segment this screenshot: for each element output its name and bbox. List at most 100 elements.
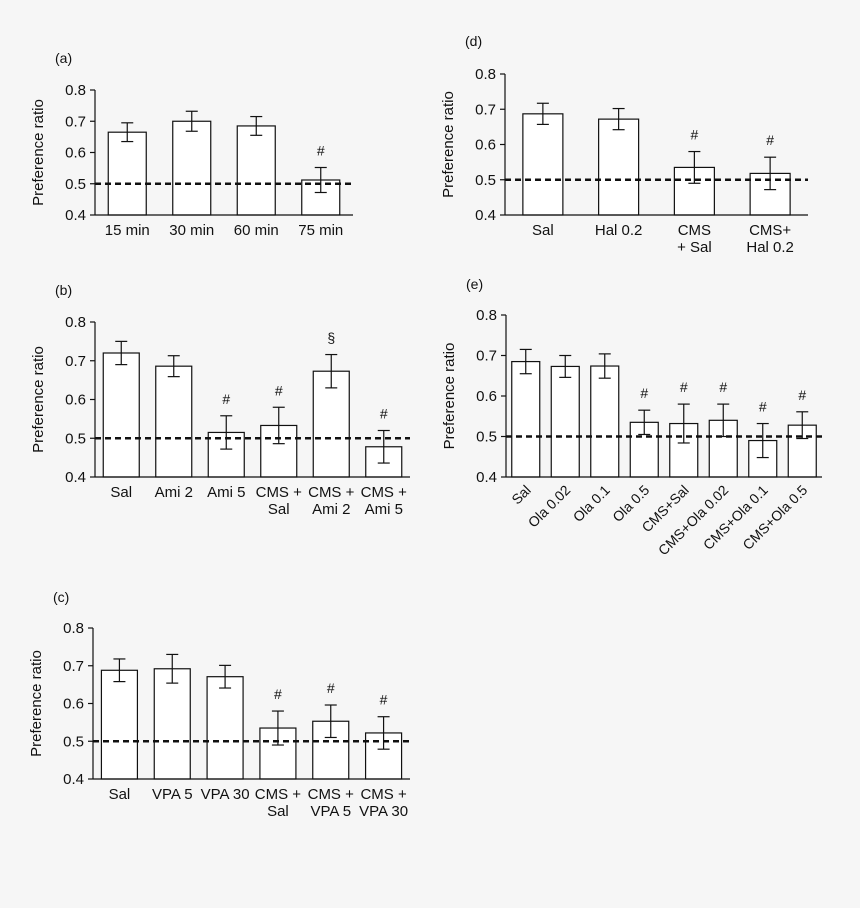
- significance-marker: #: [690, 127, 698, 143]
- significance-marker: #: [317, 143, 325, 159]
- significance-marker: #: [380, 406, 388, 422]
- y-tick-label: 0.4: [65, 207, 86, 224]
- x-tick-label: Sal: [267, 803, 289, 820]
- x-tick-label: Ola 0.1: [570, 482, 613, 525]
- x-tick-label: Ami 5: [207, 484, 245, 501]
- bar: [206, 676, 244, 780]
- y-axis-title: Preference ratio: [441, 343, 458, 450]
- y-tick-label: 0.7: [475, 101, 496, 118]
- significance-marker: §: [327, 330, 335, 346]
- x-tick-label: Sal: [508, 482, 534, 508]
- bar: [511, 360, 541, 478]
- bar: [550, 365, 580, 478]
- significance-marker: #: [275, 382, 283, 398]
- x-tick-label: Sal: [109, 786, 131, 803]
- significance-marker: #: [798, 387, 806, 403]
- y-tick-label: 0.8: [475, 66, 496, 83]
- bar: [153, 668, 191, 780]
- significance-marker: #: [766, 132, 774, 148]
- bar: [100, 669, 139, 780]
- significance-marker: #: [327, 680, 335, 696]
- panel-e: (e) Preference ratio 0.4 0.5 0.6 0.7 0.8 Sal Ola…: [441, 276, 822, 558]
- y-tick-label: 0.8: [65, 82, 86, 99]
- significance-marker: #: [640, 385, 648, 401]
- x-tick-label: Hal 0.2: [746, 239, 794, 256]
- y-axis-title: Preference ratio: [30, 346, 47, 453]
- panel-a: (a) Preference ratio 0.4 0.5 0.6 0.7 0.8 15 min…: [30, 50, 353, 239]
- x-tick-label: Ami 2: [312, 501, 350, 518]
- significance-marker: #: [274, 686, 282, 702]
- panel-label: (c): [53, 589, 69, 605]
- x-tick-label: 75 min: [298, 222, 343, 239]
- y-tick-label: 0.7: [65, 353, 86, 370]
- panel-c: (c) Preference ratio 0.4 0.5 0.6 0.7 0.8 Sal VPA…: [28, 589, 410, 820]
- x-tick-label: CMS +: [256, 484, 303, 501]
- y-tick-label: 0.6: [65, 392, 86, 409]
- significance-marker: #: [222, 391, 230, 407]
- y-tick-label: 0.5: [476, 429, 497, 446]
- panel-label: (a): [55, 50, 72, 66]
- x-tick-label: CMS+: [749, 222, 791, 239]
- x-tick-label: CMS +: [308, 786, 355, 803]
- bar: [172, 120, 212, 216]
- bar: [236, 125, 276, 216]
- y-tick-label: 0.7: [65, 113, 86, 130]
- y-axis-title: Preference ratio: [440, 91, 457, 198]
- significance-marker: #: [759, 399, 767, 415]
- x-tick-label: Hal 0.2: [595, 222, 643, 239]
- x-tick-label: 15 min: [105, 222, 150, 239]
- significance-marker: #: [719, 379, 727, 395]
- bar: [590, 365, 620, 478]
- x-tick-label: 30 min: [169, 222, 214, 239]
- bar: [155, 365, 193, 478]
- x-tick-label: 60 min: [234, 222, 279, 239]
- panel-label: (e): [466, 276, 483, 292]
- y-tick-label: 0.5: [65, 430, 86, 447]
- x-tick-label: Sal: [110, 484, 132, 501]
- y-tick-label: 0.6: [475, 137, 496, 154]
- x-tick-label: Ami 2: [155, 484, 193, 501]
- x-tick-label: Ami 5: [365, 501, 403, 518]
- y-tick-label: 0.5: [65, 176, 86, 193]
- x-tick-label: CMS +: [360, 786, 407, 803]
- x-tick-label: VPA 30: [201, 786, 250, 803]
- significance-marker: #: [380, 692, 388, 708]
- x-tick-label: CMS +: [361, 484, 408, 501]
- y-tick-label: 0.5: [63, 733, 84, 750]
- y-tick-label: 0.8: [476, 307, 497, 324]
- y-tick-label: 0.6: [63, 696, 84, 713]
- y-axis-title: Preference ratio: [30, 99, 47, 206]
- x-tick-label: CMS +: [255, 786, 302, 803]
- bar: [598, 118, 640, 216]
- y-tick-label: 0.5: [475, 172, 496, 189]
- y-tick-label: 0.6: [476, 388, 497, 405]
- x-tick-label: VPA 30: [359, 803, 408, 820]
- panel-label: (d): [465, 33, 482, 49]
- y-axis-title: Preference ratio: [28, 650, 45, 757]
- x-tick-label: + Sal: [677, 239, 712, 256]
- x-tick-label: Sal: [268, 501, 290, 518]
- x-tick-label: CMS: [678, 222, 711, 239]
- y-tick-label: 0.8: [65, 314, 86, 331]
- x-tick-label: CMS +: [308, 484, 355, 501]
- y-tick-label: 0.4: [476, 469, 497, 486]
- y-tick-label: 0.7: [476, 348, 497, 365]
- bar: [107, 131, 147, 216]
- x-tick-label: VPA 5: [152, 786, 193, 803]
- bar: [522, 113, 564, 216]
- x-tick-label: Sal: [532, 222, 554, 239]
- x-tick-label: VPA 5: [310, 803, 351, 820]
- panel-b: (b) Preference ratio 0.4 0.5 0.6 0.7 0.8 Sal Ami…: [30, 282, 410, 518]
- y-tick-label: 0.7: [63, 658, 84, 675]
- y-tick-label: 0.8: [63, 620, 84, 637]
- bar: [102, 352, 140, 478]
- bar: [312, 370, 350, 478]
- panel-d: (d) Preference ratio 0.4 0.5 0.6 0.7 0.8 Sal Hal…: [440, 33, 808, 256]
- y-tick-label: 0.4: [63, 771, 84, 788]
- significance-marker: #: [680, 379, 688, 395]
- panel-label: (b): [55, 282, 72, 298]
- y-tick-label: 0.4: [65, 469, 86, 486]
- y-tick-label: 0.6: [65, 145, 86, 162]
- y-tick-label: 0.4: [475, 207, 496, 224]
